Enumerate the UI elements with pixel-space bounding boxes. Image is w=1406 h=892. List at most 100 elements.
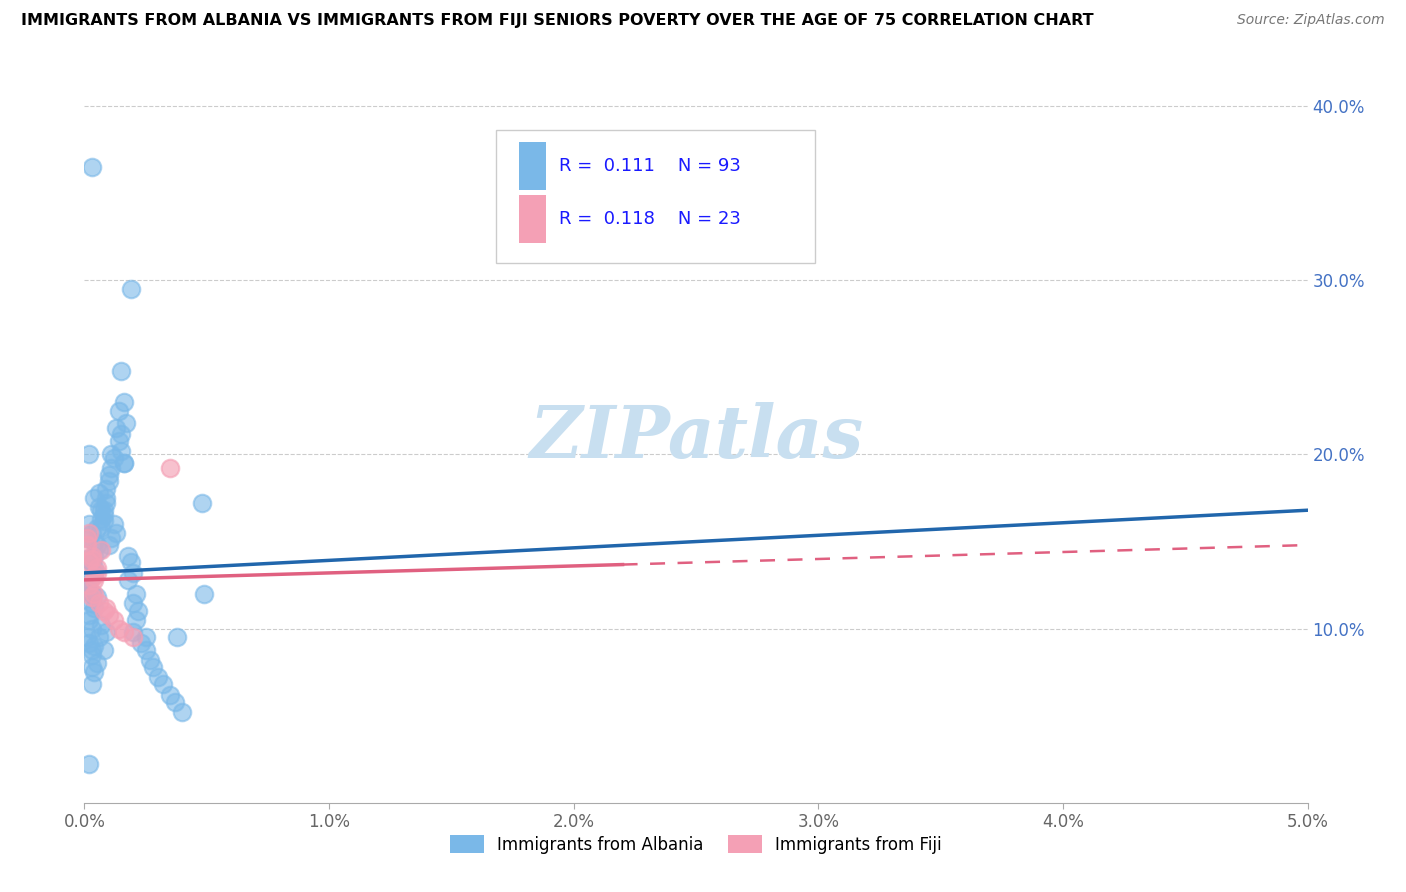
Immigrants from Albania [80,160,103,174]
Immigrants from Fiji [122,631,145,645]
Immigrants from Albania [152,677,174,691]
Immigrants from Fiji [83,573,105,587]
Immigrants from Albania [90,503,112,517]
Immigrants from Albania [107,404,129,418]
Immigrants from Albania [191,496,214,510]
Immigrants from Albania [87,543,110,558]
Immigrants from Fiji [159,461,181,475]
Immigrants from Albania [117,573,139,587]
Immigrants from Fiji [83,569,105,583]
Immigrants from Albania [97,538,120,552]
Immigrants from Albania [86,591,108,605]
Immigrants from Albania [97,474,120,488]
Immigrants from Albania [122,625,145,640]
Immigrants from Albania [77,607,100,622]
Immigrants from Albania [80,677,103,691]
Immigrants from Fiji [97,607,120,622]
Immigrants from Albania [112,456,135,470]
Immigrants from Albania [100,461,122,475]
Immigrants from Albania [100,448,122,462]
Immigrants from Albania [93,642,115,657]
Immigrants from Albania [83,491,105,505]
Text: IMMIGRANTS FROM ALBANIA VS IMMIGRANTS FROM FIJI SENIORS POVERTY OVER THE AGE OF : IMMIGRANTS FROM ALBANIA VS IMMIGRANTS FR… [21,13,1094,29]
Legend: Immigrants from Albania, Immigrants from Fiji: Immigrants from Albania, Immigrants from… [444,829,948,860]
Immigrants from Fiji [86,566,108,580]
Immigrants from Fiji [76,538,98,552]
Immigrants from Albania [103,517,125,532]
Immigrants from Albania [80,642,103,657]
Immigrants from Albania [96,483,118,497]
Immigrants from Albania [96,496,118,510]
Text: ZIPatlas: ZIPatlas [529,401,863,473]
Text: R =  0.118    N = 23: R = 0.118 N = 23 [560,211,741,228]
Immigrants from Albania [86,657,108,671]
Immigrants from Albania [120,282,142,296]
Immigrants from Albania [125,613,148,627]
Immigrants from Albania [77,583,100,598]
Immigrants from Albania [90,512,112,526]
Immigrants from Albania [80,660,103,674]
Immigrants from Fiji [107,622,129,636]
Immigrants from Albania [77,757,100,772]
Immigrants from Albania [117,549,139,563]
Immigrants from Albania [77,573,100,587]
Immigrants from Albania [87,485,110,500]
Immigrants from Albania [80,587,103,601]
Immigrants from Albania [80,556,103,570]
Immigrants from Albania [90,521,112,535]
Immigrants from Fiji [83,587,105,601]
Immigrants from Albania [120,556,142,570]
Immigrants from Albania [93,503,115,517]
Immigrants from Albania [139,653,162,667]
Immigrants from Fiji [80,552,103,566]
Immigrants from Albania [122,566,145,580]
Immigrants from Albania [86,538,108,552]
Immigrants from Albania [166,631,188,645]
Immigrants from Albania [135,642,157,657]
Immigrants from Albania [80,595,103,609]
Immigrants from Albania [83,665,105,680]
Immigrants from Albania [125,587,148,601]
Text: Source: ZipAtlas.com: Source: ZipAtlas.com [1237,13,1385,28]
Immigrants from Albania [76,531,98,545]
Immigrants from Albania [77,448,100,462]
Immigrants from Albania [97,468,120,483]
Immigrants from Albania [80,622,103,636]
Immigrants from Fiji [103,613,125,627]
Immigrants from Albania [146,670,169,684]
Immigrants from Albania [112,456,135,470]
Immigrants from Albania [127,604,149,618]
Immigrants from Albania [112,395,135,409]
Immigrants from Albania [90,618,112,632]
Immigrants from Albania [76,552,98,566]
Immigrants from Fiji [76,531,98,545]
Immigrants from Albania [96,491,118,505]
Immigrants from Albania [163,695,186,709]
Immigrants from Albania [76,578,98,592]
Immigrants from Albania [83,639,105,653]
Immigrants from Albania [110,426,132,441]
Immigrants from Albania [83,566,105,580]
Immigrants from Albania [96,625,118,640]
Immigrants from Fiji [86,560,108,574]
Immigrants from Albania [77,517,100,532]
Immigrants from Fiji [96,600,118,615]
Immigrants from Albania [110,444,132,458]
Immigrants from Fiji [80,549,103,563]
Immigrants from Albania [93,508,115,523]
Immigrants from Albania [76,631,98,645]
Immigrants from Albania [77,635,100,649]
Immigrants from Albania [105,525,128,540]
Immigrants from Fiji [112,625,135,640]
Immigrants from Albania [83,600,105,615]
Text: R =  0.111    N = 93: R = 0.111 N = 93 [560,157,741,175]
Immigrants from Albania [115,416,138,430]
Immigrants from Albania [83,549,105,563]
Immigrants from Albania [83,560,105,574]
Immigrants from Fiji [90,543,112,558]
Immigrants from Albania [172,705,194,719]
Immigrants from Albania [87,631,110,645]
Immigrants from Albania [83,534,105,549]
Immigrants from Albania [80,648,103,662]
Immigrants from Albania [80,525,103,540]
